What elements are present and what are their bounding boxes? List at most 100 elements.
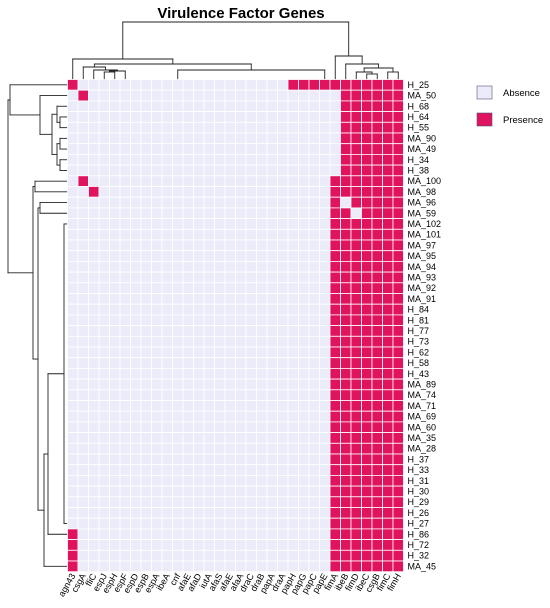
heatmap-cell bbox=[277, 528, 289, 541]
heatmap-cell bbox=[203, 367, 215, 380]
heatmap-cell bbox=[256, 528, 268, 541]
heatmap-cell bbox=[361, 293, 373, 305]
heatmap-cell bbox=[182, 442, 194, 455]
heatmap-cell bbox=[151, 303, 163, 316]
heatmap-cell bbox=[340, 89, 352, 102]
heatmap-cell bbox=[245, 186, 257, 198]
heatmap-cell bbox=[329, 239, 341, 252]
heatmap-cell bbox=[130, 474, 142, 487]
heatmap-cell bbox=[130, 346, 142, 359]
heatmap-cell bbox=[371, 453, 383, 466]
heatmap-cell bbox=[256, 400, 268, 412]
heatmap-cell bbox=[67, 528, 79, 541]
heatmap-cell bbox=[371, 100, 383, 113]
heatmap-cell bbox=[245, 314, 257, 326]
heatmap-cell bbox=[119, 164, 131, 177]
heatmap-cell bbox=[350, 303, 362, 316]
heatmap-cell bbox=[98, 410, 110, 423]
heatmap-cell bbox=[350, 143, 362, 155]
heatmap-cell bbox=[235, 207, 247, 219]
heatmap-cell bbox=[151, 346, 163, 359]
heatmap-cell bbox=[308, 218, 320, 230]
heatmap-cell bbox=[256, 314, 268, 326]
legend-swatch bbox=[476, 112, 493, 127]
heatmap-cell bbox=[151, 442, 163, 455]
heatmap-cell bbox=[224, 560, 236, 573]
heatmap-cell bbox=[340, 100, 352, 113]
heatmap-cell bbox=[319, 207, 331, 219]
heatmap-cell bbox=[392, 143, 404, 155]
heatmap-cell bbox=[329, 228, 341, 241]
heatmap-cell bbox=[77, 549, 89, 562]
heatmap-cell bbox=[350, 539, 362, 551]
heatmap-cell bbox=[245, 303, 257, 316]
heatmap-cell bbox=[340, 421, 352, 433]
heatmap-cell bbox=[256, 421, 268, 433]
heatmap-cell bbox=[67, 164, 79, 177]
heatmap-cell bbox=[224, 175, 236, 187]
heatmap-cell bbox=[382, 186, 394, 198]
heatmap-cell bbox=[256, 517, 268, 530]
heatmap-cell bbox=[287, 153, 299, 166]
heatmap-cell bbox=[130, 164, 142, 177]
heatmap-cell bbox=[130, 207, 142, 219]
heatmap-cell bbox=[140, 175, 152, 187]
heatmap-cell bbox=[382, 228, 394, 241]
heatmap-cell bbox=[266, 421, 278, 433]
heatmap-cell bbox=[277, 357, 289, 369]
heatmap-cell bbox=[151, 218, 163, 230]
row-label: H_33 bbox=[408, 465, 430, 475]
heatmap-cell bbox=[371, 271, 383, 284]
heatmap-cell bbox=[67, 314, 79, 326]
heatmap-cell bbox=[214, 560, 226, 573]
heatmap-cell bbox=[130, 282, 142, 294]
heatmap-cell bbox=[109, 528, 121, 541]
heatmap-cell bbox=[119, 485, 131, 498]
heatmap-cell bbox=[245, 517, 257, 530]
heatmap-cell bbox=[161, 186, 173, 198]
heatmap-cell bbox=[214, 293, 226, 305]
heatmap-cell bbox=[235, 507, 247, 519]
heatmap-cell bbox=[256, 549, 268, 562]
heatmap-cell bbox=[371, 143, 383, 155]
heatmap-cell bbox=[224, 239, 236, 252]
heatmap-cell bbox=[88, 528, 100, 541]
heatmap-cell bbox=[329, 560, 341, 573]
heatmap-cell bbox=[203, 474, 215, 487]
heatmap-cell bbox=[182, 239, 194, 252]
heatmap-cell bbox=[298, 89, 310, 102]
heatmap-cell bbox=[287, 453, 299, 466]
heatmap-cell bbox=[182, 421, 194, 433]
heatmap-cell bbox=[161, 260, 173, 273]
heatmap-cell bbox=[77, 442, 89, 455]
row-label: H_72 bbox=[408, 540, 430, 550]
heatmap-cell bbox=[392, 260, 404, 273]
heatmap-cell bbox=[235, 410, 247, 423]
heatmap-cell bbox=[193, 464, 205, 476]
heatmap-cell bbox=[266, 378, 278, 391]
heatmap-cell bbox=[287, 314, 299, 326]
heatmap-cell bbox=[203, 378, 215, 391]
heatmap-cell bbox=[77, 421, 89, 433]
heatmap-cell bbox=[256, 453, 268, 466]
heatmap-cell bbox=[277, 421, 289, 433]
heatmap-cell bbox=[130, 517, 142, 530]
heatmap-cell bbox=[203, 346, 215, 359]
heatmap-cell bbox=[371, 111, 383, 123]
heatmap-cell bbox=[172, 549, 184, 562]
heatmap-cell bbox=[350, 164, 362, 177]
heatmap-cell bbox=[214, 260, 226, 273]
heatmap-cell bbox=[266, 432, 278, 444]
heatmap-cell bbox=[308, 549, 320, 562]
heatmap-cell bbox=[371, 517, 383, 530]
heatmap-cell bbox=[277, 549, 289, 562]
heatmap-cell bbox=[161, 121, 173, 134]
heatmap-cell bbox=[308, 260, 320, 273]
row-label: MA_49 bbox=[408, 144, 437, 154]
heatmap-cell bbox=[329, 389, 341, 401]
heatmap-cell bbox=[88, 186, 100, 198]
heatmap-cell bbox=[329, 293, 341, 305]
heatmap-cell bbox=[172, 175, 184, 187]
heatmap-cell bbox=[203, 186, 215, 198]
